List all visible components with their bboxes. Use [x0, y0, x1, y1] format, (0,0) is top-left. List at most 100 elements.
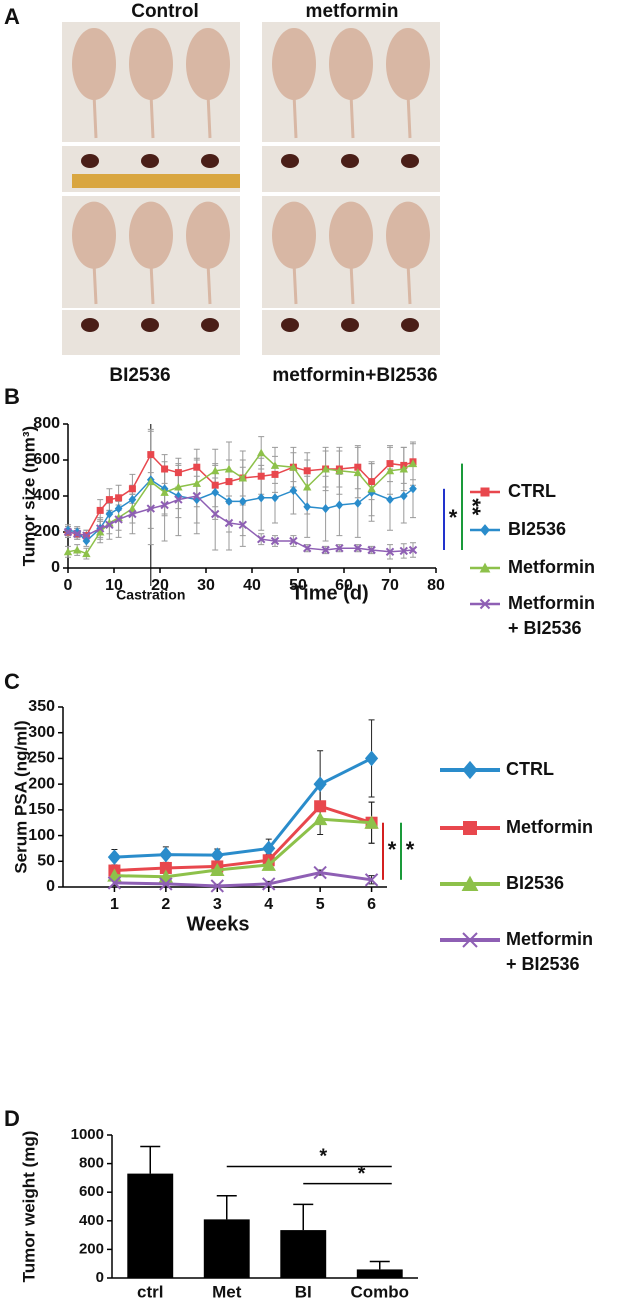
marker — [409, 484, 417, 494]
marker — [105, 509, 114, 519]
marker — [114, 515, 123, 524]
y-tick-label: 0 — [96, 1269, 104, 1286]
marker — [462, 760, 478, 780]
tail — [349, 93, 355, 139]
marker — [63, 527, 73, 537]
marker — [368, 478, 376, 486]
x-tick-label: 4 — [264, 896, 273, 913]
marker — [270, 536, 280, 546]
y-tick-label: 50 — [37, 853, 55, 870]
bar — [280, 1230, 327, 1278]
marker — [335, 543, 344, 553]
marker — [225, 496, 233, 506]
marker — [238, 473, 247, 482]
marker — [210, 862, 225, 877]
error-bar — [140, 1145, 161, 1174]
tumor — [201, 154, 219, 168]
marker — [238, 496, 247, 506]
y-tick-label: 200 — [28, 775, 55, 792]
tumor — [141, 154, 159, 168]
x-tick-label: 2 — [161, 896, 170, 913]
marker — [262, 840, 276, 857]
tumor — [401, 318, 419, 332]
marker — [73, 527, 82, 537]
marker — [159, 861, 172, 874]
marker — [225, 478, 233, 486]
marker — [96, 527, 105, 536]
series-line — [114, 804, 373, 873]
bar — [356, 1269, 403, 1278]
marker — [303, 502, 312, 512]
marker — [367, 484, 376, 493]
tail — [149, 93, 155, 139]
marker — [270, 461, 280, 469]
marker — [479, 562, 491, 573]
legend-label: Metformin + BI2536 — [506, 929, 598, 974]
marker — [386, 495, 394, 505]
x-axis-title: Time (d) — [291, 582, 368, 604]
tail — [149, 263, 155, 305]
marker — [174, 482, 183, 491]
mouse — [386, 28, 430, 100]
tail — [292, 263, 298, 305]
significance-label: * — [406, 837, 415, 862]
mouse — [329, 28, 373, 100]
y-tick-label: 200 — [79, 1240, 104, 1257]
marker — [386, 460, 394, 468]
marker — [364, 815, 379, 829]
marker — [238, 520, 248, 530]
y-tick-label: 250 — [28, 750, 55, 767]
x-tick-label: 70 — [381, 577, 399, 594]
marker — [367, 545, 376, 555]
x-tick-label: 6 — [367, 896, 376, 913]
marker — [321, 464, 330, 473]
marker — [408, 545, 418, 555]
marker — [159, 877, 173, 891]
y-tick-label: 150 — [28, 801, 55, 818]
tail — [406, 93, 412, 139]
marker — [321, 504, 330, 514]
y-tick-label: 800 — [33, 415, 60, 432]
marker — [257, 472, 265, 480]
bar — [127, 1173, 174, 1278]
y-tick-label: 400 — [33, 487, 60, 504]
x-tick-label: 20 — [151, 577, 169, 594]
marker — [461, 875, 479, 891]
marker — [399, 546, 409, 556]
marker — [313, 776, 327, 792]
photo — [262, 146, 440, 192]
marker — [289, 536, 298, 546]
y-tick-label: 100 — [28, 827, 55, 844]
marker — [128, 495, 137, 505]
marker — [192, 479, 201, 487]
y-tick-label: 200 — [33, 523, 60, 540]
marker — [72, 529, 82, 539]
marker — [303, 482, 312, 491]
tumor — [81, 154, 99, 168]
marker — [261, 857, 276, 871]
marker — [174, 469, 182, 477]
y-axis-title: Tumor weight (mg) — [19, 1131, 38, 1283]
marker — [128, 509, 137, 519]
y-tick-label: 1000 — [71, 1126, 104, 1143]
x-tick-label: ctrl — [137, 1282, 163, 1301]
significance-label: * — [358, 1163, 366, 1185]
y-tick-label: 0 — [46, 878, 55, 895]
marker — [107, 876, 122, 890]
marker — [211, 466, 220, 475]
marker — [96, 506, 104, 514]
marker — [160, 488, 169, 496]
x-tick-label: Combo — [350, 1282, 409, 1301]
mouse — [272, 28, 316, 100]
panel-label: D — [4, 1106, 20, 1131]
group-label: Control — [131, 1, 199, 22]
tumor — [281, 154, 299, 168]
marker — [312, 811, 328, 826]
x-tick-label: 60 — [335, 577, 353, 594]
marker — [146, 504, 156, 513]
error-bar — [369, 1260, 390, 1270]
tail — [349, 263, 355, 305]
mouse — [129, 28, 173, 100]
marker — [82, 531, 91, 540]
